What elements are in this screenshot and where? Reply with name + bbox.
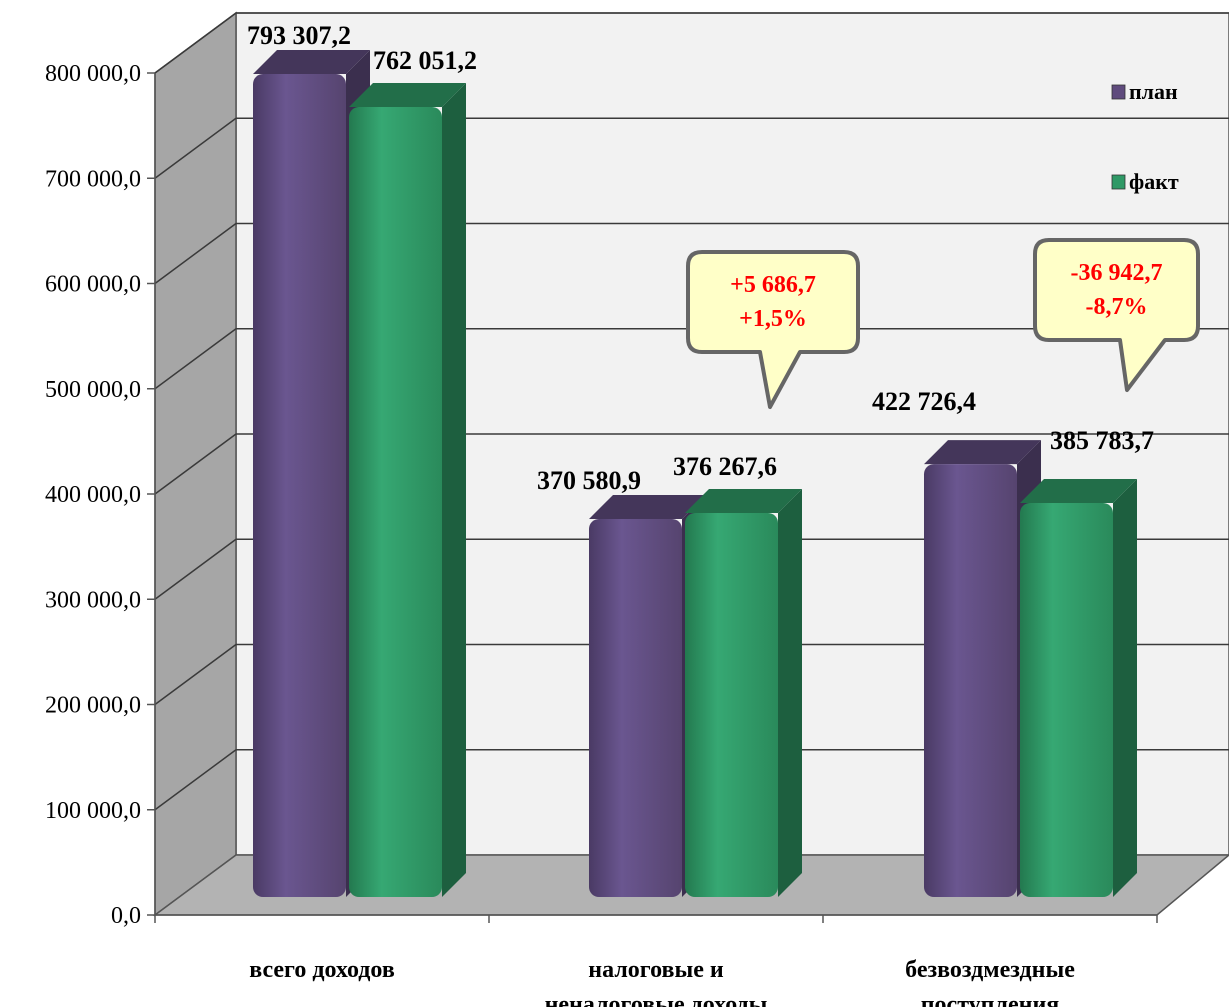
bar-top (253, 50, 370, 75)
bar-side (778, 488, 802, 897)
value-label: 793 307,2 (247, 21, 351, 50)
gridline-side (154, 328, 237, 390)
value-label: 762 051,2 (373, 46, 477, 75)
callout-text: -36 942,7 (1071, 260, 1163, 286)
gridline-side (154, 222, 237, 285)
y-tick-label: 100 000,0 (45, 798, 141, 824)
bar-front (253, 74, 346, 897)
bar-front (349, 106, 442, 898)
y-tick-label: 400 000,0 (45, 482, 141, 508)
y-tick-label: 800 000,0 (45, 61, 141, 87)
bar-fakt (685, 488, 802, 897)
legend-swatch (1111, 84, 1126, 100)
x-category-label: налоговые и (588, 957, 724, 983)
callout-text: -8,7% (1086, 294, 1148, 320)
y-tick-label: 0,0 (111, 903, 141, 929)
callout-shape (1033, 238, 1200, 392)
value-label: 376 267,6 (673, 452, 777, 481)
y-tick-label: 200 000,0 (45, 693, 141, 719)
bar-side (442, 82, 466, 898)
callout-bubble: +5 686,7 +1,5% (686, 250, 860, 409)
bar-front (924, 464, 1017, 897)
gridline-side (154, 749, 237, 811)
y-tick-label: 600 000,0 (45, 272, 141, 298)
bars (253, 50, 1137, 898)
bar-top (685, 488, 802, 513)
legend-item-fakt: факт (1111, 169, 1179, 194)
gridline-side (154, 12, 237, 74)
bar-fakt (1020, 478, 1137, 897)
y-tick-label: 700 000,0 (45, 166, 141, 192)
bar-top (349, 82, 466, 107)
bar-top (1020, 478, 1137, 503)
x-category-label: неналоговые доходы (545, 992, 768, 1007)
callout-bubble: -36 942,7 -8,7% (1033, 238, 1200, 392)
bar-front (589, 518, 682, 897)
y-axis: 0,0 100 000,0 200 000,0 300 000,0 400 000,0 5… (45, 61, 156, 929)
bar-top (589, 494, 706, 519)
bar-fakt (349, 82, 466, 898)
callout-text: +5 686,7 (730, 272, 816, 298)
legend-swatch (1111, 174, 1126, 190)
y-tick-label: 300 000,0 (45, 587, 141, 613)
x-axis: всего доходов налоговые и неналоговые дохо… (154, 914, 1158, 1007)
legend-label: план (1129, 79, 1178, 104)
gridline-side (154, 538, 237, 600)
callout-shape (686, 250, 860, 409)
x-category-label: всего доходов (249, 957, 395, 983)
gridline-side (154, 117, 237, 179)
y-tick-label: 500 000,0 (45, 377, 141, 403)
data-labels: 793 307,2 762 051,2 370 580,9 376 267,6 422 … (247, 21, 1154, 495)
value-label: 385 783,7 (1050, 426, 1154, 455)
bar-front (685, 512, 778, 897)
legend-label: факт (1129, 169, 1179, 194)
legend: план факт (1111, 79, 1179, 194)
legend-item-plan: план (1111, 79, 1178, 104)
callout-text: +1,5% (739, 306, 807, 332)
bar-front (1020, 502, 1113, 897)
callouts: +5 686,7 +1,5% -36 942,7 -8,7% (686, 238, 1200, 409)
x-category-label: безвоздмездные (905, 957, 1075, 983)
bar-side (1113, 478, 1137, 897)
value-label: 422 726,4 (872, 387, 976, 416)
gridline-side (154, 433, 237, 495)
x-category-label: поступления (921, 992, 1060, 1007)
value-label: 370 580,9 (537, 466, 641, 495)
bar-top (924, 440, 1041, 465)
gridline-side (154, 643, 237, 706)
